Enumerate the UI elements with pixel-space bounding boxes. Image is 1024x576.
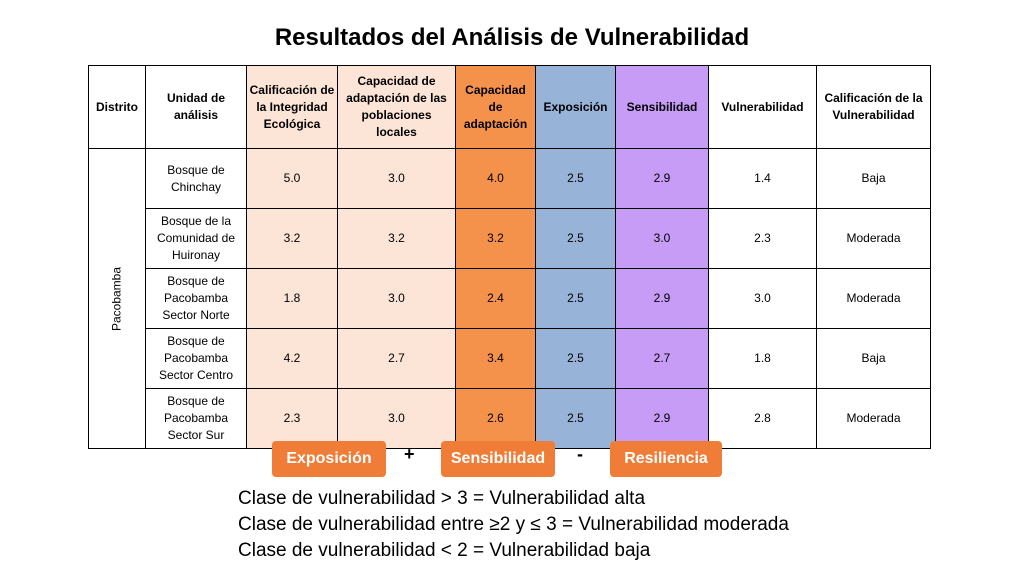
header-capacidad-adaptacion: Capacidad de adaptación <box>455 65 536 149</box>
sensibilidad-cell: 2.9 <box>615 388 709 449</box>
unit-cell: Bosque de Pacobamba Sector Norte <box>145 268 247 329</box>
table-row: Bosque de Pacobamba Sector Centro 4.2 2.… <box>89 328 931 389</box>
header-capacidad-poblaciones: Capacidad de adaptación de las poblacion… <box>337 65 456 149</box>
vulnerabilidad-cell: 1.4 <box>708 148 817 209</box>
sensibilidad-cell: 2.7 <box>615 328 709 389</box>
exposicion-cell: 2.5 <box>535 208 616 269</box>
vulnerabilidad-cell: 3.0 <box>708 268 817 329</box>
header-vulnerabilidad: Vulnerabilidad <box>708 65 817 149</box>
calificacion-cell: Baja <box>816 148 931 209</box>
unit-cell: Bosque de la Comunidad de Huironay <box>145 208 247 269</box>
slide-title: Resultados del Análisis de Vulnerabilida… <box>274 24 750 51</box>
calificacion-cell: Moderada <box>816 268 931 329</box>
vulnerabilidad-cell: 2.8 <box>708 388 817 449</box>
capacidad-adaptacion-cell: 4.0 <box>455 148 536 209</box>
unit-cell: Bosque de Pacobamba Sector Sur <box>145 388 247 449</box>
table-row: Pacobamba Bosque de Chinchay 5.0 3.0 4.0… <box>88 148 931 449</box>
header-sensibilidad: Sensibilidad <box>615 65 709 149</box>
table-row: Bosque de Pacobamba Sector Norte 1.8 3.0… <box>89 268 931 329</box>
capacidad-adaptacion-cell: 3.2 <box>455 208 536 269</box>
sensibilidad-cell: 3.0 <box>615 208 709 269</box>
legend-line-alta: Clase de vulnerabilidad > 3 = Vulnerabil… <box>238 488 646 509</box>
calificacion-cell: Baja <box>816 328 931 389</box>
integridad-cell: 2.3 <box>246 388 338 449</box>
capacidad-poblaciones-cell: 2.7 <box>337 328 456 389</box>
calificacion-cell: Moderada <box>816 388 931 449</box>
district-cell: Pacobamba <box>88 148 146 449</box>
legend-line-moderada: Clase de vulnerabilidad entre ≥2 y ≤ 3 =… <box>238 514 789 535</box>
integridad-cell: 5.0 <box>246 148 338 209</box>
capacidad-adaptacion-cell: 2.6 <box>455 388 536 449</box>
vulnerability-table: Distrito Unidad de análisis Calificación… <box>88 65 931 449</box>
exposicion-box: Exposición <box>272 441 386 477</box>
sensibilidad-box: Sensibilidad <box>441 441 555 477</box>
capacidad-poblaciones-cell: 3.0 <box>337 148 456 209</box>
exposicion-cell: 2.5 <box>535 328 616 389</box>
legend-line-baja: Clase de vulnerabilidad < 2 = Vulnerabil… <box>238 540 651 561</box>
integridad-cell: 4.2 <box>246 328 338 389</box>
vulnerabilidad-cell: 1.8 <box>708 328 817 389</box>
resiliencia-box: Resiliencia <box>610 441 722 477</box>
header-calificacion: Calificación de la Vulnerabilidad <box>816 65 931 149</box>
unit-cell: Bosque de Pacobamba Sector Centro <box>145 328 247 389</box>
calificacion-cell: Moderada <box>816 208 931 269</box>
unit-cell: Bosque de Chinchay <box>145 148 247 209</box>
vulnerabilidad-cell: 2.3 <box>708 208 817 269</box>
header-exposicion: Exposición <box>535 65 616 149</box>
integridad-cell: 1.8 <box>246 268 338 329</box>
header-integridad: Calificación de la Integridad Ecológica <box>246 65 338 149</box>
exposicion-cell: 2.5 <box>535 268 616 329</box>
plus-operator: + <box>404 444 415 464</box>
integridad-cell: 3.2 <box>246 208 338 269</box>
sensibilidad-cell: 2.9 <box>615 148 709 209</box>
district-label: Pacobamba <box>109 266 124 331</box>
capacidad-poblaciones-cell: 3.0 <box>337 388 456 449</box>
header-distrito: Distrito <box>88 65 146 149</box>
sensibilidad-cell: 2.9 <box>615 268 709 329</box>
capacidad-poblaciones-cell: 3.0 <box>337 268 456 329</box>
table-header-row: Distrito Unidad de análisis Calificación… <box>88 65 931 149</box>
minus-operator: - <box>577 444 583 464</box>
capacidad-adaptacion-cell: 2.4 <box>455 268 536 329</box>
table-row: Bosque de la Comunidad de Huironay 3.2 3… <box>89 208 931 269</box>
table-row: Bosque de Pacobamba Sector Sur 2.3 3.0 2… <box>89 388 931 449</box>
exposicion-cell: 2.5 <box>535 388 616 449</box>
capacidad-poblaciones-cell: 3.2 <box>337 208 456 269</box>
capacidad-adaptacion-cell: 3.4 <box>455 328 536 389</box>
header-unidad: Unidad de análisis <box>145 65 247 149</box>
exposicion-cell: 2.5 <box>535 148 616 209</box>
